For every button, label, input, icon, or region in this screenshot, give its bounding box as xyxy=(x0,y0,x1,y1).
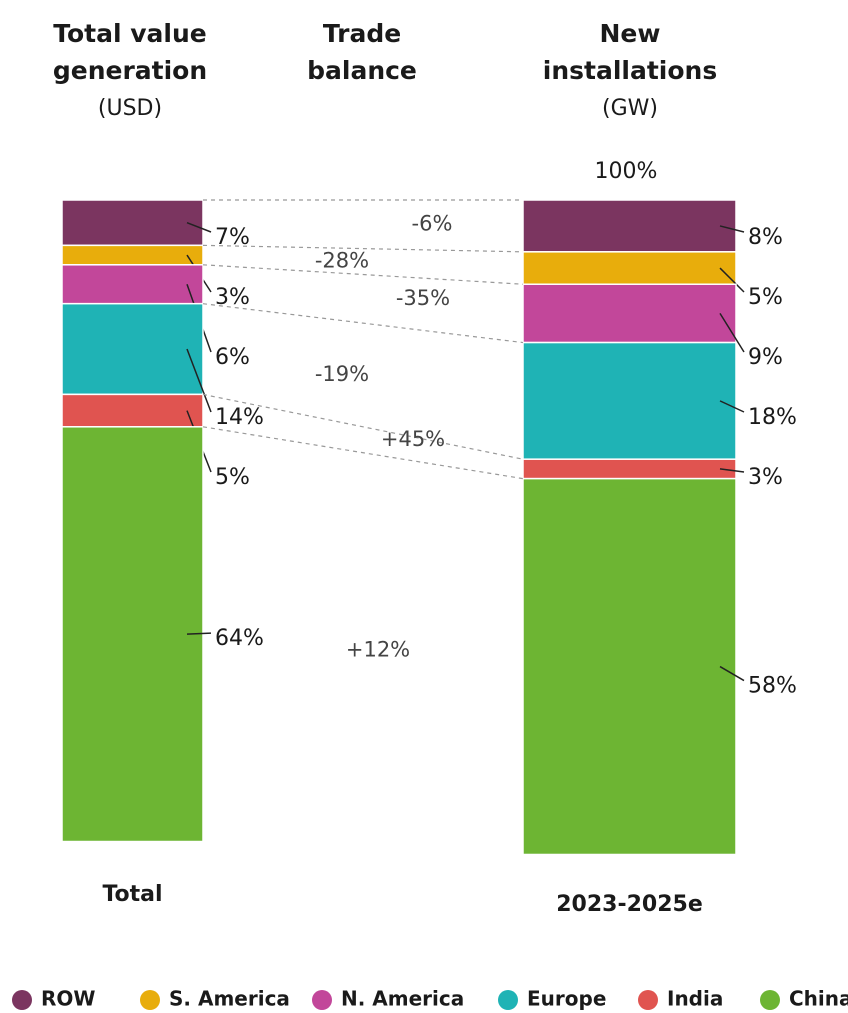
legend-label: India xyxy=(667,987,723,1011)
trade-balance-label: -28% xyxy=(315,249,369,273)
leader-line xyxy=(719,313,745,353)
legend-swatch xyxy=(760,990,780,1010)
column-title: Trade xyxy=(323,19,401,48)
bar-segment xyxy=(522,283,737,344)
leader-line xyxy=(186,221,212,233)
legend-label: China xyxy=(789,987,848,1011)
bar-segment xyxy=(61,264,204,305)
legend-label: S. America xyxy=(169,987,290,1011)
connector xyxy=(202,393,524,460)
segment-label: 8% xyxy=(748,225,783,250)
bar-segment xyxy=(61,302,204,396)
legend-swatch xyxy=(498,990,518,1010)
column-title: balance xyxy=(307,56,417,85)
segment-label: 9% xyxy=(748,345,783,370)
connector xyxy=(202,244,524,253)
trade-balance-label: -19% xyxy=(315,362,369,386)
segment-label: 3% xyxy=(748,465,783,490)
leader-line xyxy=(186,348,212,413)
bar-segment xyxy=(522,251,737,285)
trade-balance-label: +45% xyxy=(381,427,445,451)
total-label: 100% xyxy=(595,159,658,184)
legend-swatch xyxy=(312,990,332,1010)
column-unit: (USD) xyxy=(98,96,162,121)
trade-balance-label: +12% xyxy=(346,637,410,661)
leader-line xyxy=(186,632,212,635)
legend-swatch xyxy=(638,990,658,1010)
legend-swatch xyxy=(140,990,160,1010)
bar-segment xyxy=(522,199,737,253)
connector xyxy=(202,426,524,480)
legend-label: N. America xyxy=(341,987,464,1011)
leader-line xyxy=(719,225,745,233)
bar-segment xyxy=(61,393,204,428)
column-title: New xyxy=(600,19,661,48)
trade-balance-label: -35% xyxy=(396,286,450,310)
segment-label: 58% xyxy=(748,674,797,699)
segment-label: 6% xyxy=(215,345,250,370)
leader-line xyxy=(719,267,745,293)
segment-label: 14% xyxy=(215,405,264,430)
bar-segment xyxy=(522,477,737,856)
segment-label: 5% xyxy=(215,465,250,490)
bar-segment xyxy=(61,426,204,843)
segment-label: 18% xyxy=(748,405,797,430)
segment-label: 5% xyxy=(748,285,783,310)
segment-label: 64% xyxy=(215,626,264,651)
leader-line xyxy=(719,468,745,473)
column-title: installations xyxy=(543,56,717,85)
connector xyxy=(202,303,524,344)
trade-balance-label: -6% xyxy=(412,211,453,235)
bar-segment xyxy=(522,458,737,480)
bar-segment xyxy=(522,341,737,460)
connector xyxy=(202,264,524,285)
column-title: generation xyxy=(53,56,207,85)
category-label: Total xyxy=(102,882,162,907)
bar-segment xyxy=(61,199,204,247)
column-unit: (GW) xyxy=(602,96,658,121)
column-title: Total value xyxy=(53,19,207,48)
category-label: 2023-2025e xyxy=(556,892,703,917)
bar-segment xyxy=(61,244,204,266)
legend-label: ROW xyxy=(41,987,95,1011)
leader-line xyxy=(719,400,745,413)
legend-label: Europe xyxy=(527,987,606,1011)
legend-swatch xyxy=(12,990,32,1010)
leader-line xyxy=(719,665,745,682)
